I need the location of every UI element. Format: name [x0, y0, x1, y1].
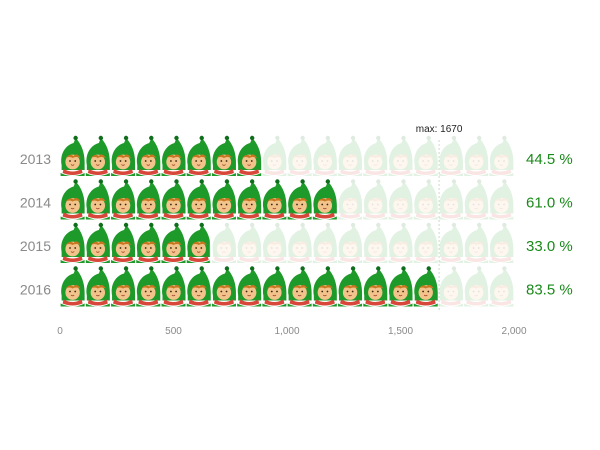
elf-head-icon	[488, 265, 514, 307]
elf-head-icon	[85, 178, 111, 220]
elf-head-icon	[337, 135, 363, 177]
year-label: 2014	[20, 195, 51, 211]
elf-head-icon	[135, 135, 161, 177]
elf-head-icon	[236, 222, 262, 264]
elf-head-icon	[60, 135, 86, 177]
x-tick-label: 0	[57, 326, 63, 337]
elf-head-icon	[211, 222, 237, 264]
max-marker-label: max: 1670	[416, 124, 463, 135]
x-axis: 0 500 1,000 1,500 2,000	[57, 326, 527, 337]
elf-head-icon	[388, 265, 413, 307]
elf-head-icon	[261, 178, 287, 220]
elf-head-icon	[413, 222, 439, 264]
x-tick-label: 1,000	[274, 326, 299, 337]
year-label: 2013	[20, 151, 51, 167]
elf-head-icon	[211, 135, 237, 177]
elf-head-icon	[236, 265, 262, 307]
elf-head-icon	[337, 222, 363, 264]
x-tick-label: 500	[165, 326, 182, 337]
chart-row-2014: 2014 61.0 %	[20, 178, 573, 220]
percent-label: 33.0 %	[526, 238, 573, 255]
elf-head-icon	[463, 265, 489, 307]
elf-head-icon	[135, 265, 161, 307]
elf-head-icon	[438, 178, 464, 220]
chart-row-2015: 2015 33.0 %	[20, 222, 573, 264]
elf-head-icon	[438, 222, 464, 264]
elf-head-icon	[211, 178, 237, 220]
max-marker: max: 1670	[416, 124, 463, 310]
elf-head-icon	[488, 135, 514, 177]
elf-head-icon	[211, 265, 237, 307]
elf-head-icon	[362, 135, 388, 177]
elf-head-icon	[161, 265, 186, 307]
elf-head-icon	[438, 135, 464, 177]
chart-row-2013: 2013 44.5 %	[20, 135, 573, 177]
percent-label: 83.5 %	[526, 282, 573, 299]
elf-head-icon	[186, 178, 212, 220]
chart-rows: 2013 44.5 % 2014 61.0 % 2015 33.0 % 2016 83.5 %	[20, 135, 573, 307]
x-tick-label: 1,500	[388, 326, 413, 337]
elf-head-icon	[488, 178, 514, 220]
elf-head-icon	[362, 222, 388, 264]
elf-head-icon	[85, 222, 111, 264]
elf-head-icon	[236, 135, 262, 177]
elf-head-icon	[110, 222, 136, 264]
elf-head-icon	[161, 178, 186, 220]
elf-head-icon	[261, 265, 287, 307]
elf-head-icon	[85, 135, 111, 177]
elf-head-icon	[261, 135, 287, 177]
elf-head-icon	[135, 222, 161, 264]
elf-head-icon	[60, 265, 86, 307]
elf-head-icon	[287, 265, 313, 307]
elf-head-icon	[186, 135, 212, 177]
elf-head-icon	[388, 178, 413, 220]
elf-head-icon	[261, 222, 287, 264]
elf-head-icon	[362, 178, 388, 220]
elf-head-icon	[110, 135, 136, 177]
elf-head-icon	[236, 178, 262, 220]
elf-head-icon	[186, 222, 210, 264]
elf-head-icon	[312, 178, 337, 220]
elf-head-icon	[161, 135, 186, 177]
year-label: 2015	[20, 238, 51, 254]
elf-head-icon	[60, 222, 86, 264]
elf-head-icon	[312, 222, 338, 264]
elf-head-icon	[287, 135, 313, 177]
elf-head-icon	[488, 222, 514, 264]
elf-head-icon	[287, 178, 313, 220]
elf-head-icon	[135, 178, 161, 220]
percent-label: 61.0 %	[526, 195, 573, 212]
elf-head-icon	[388, 222, 413, 264]
elf-head-icon	[60, 178, 86, 220]
elf-head-icon	[463, 222, 489, 264]
elf-head-icon	[413, 265, 439, 307]
elf-head-icon	[287, 222, 313, 264]
elf-head-icon	[110, 265, 136, 307]
elf-head-icon	[337, 265, 363, 307]
elf-head-icon	[438, 265, 464, 307]
elf-head-icon	[413, 178, 439, 220]
elf-head-icon	[85, 265, 111, 307]
elf-head-icon	[312, 135, 338, 177]
elf-head-icon	[161, 222, 186, 264]
x-tick-label: 2,000	[501, 326, 526, 337]
elf-head-icon	[362, 265, 388, 307]
elf-head-icon	[186, 265, 212, 307]
elf-head-icon	[463, 178, 489, 220]
percent-label: 44.5 %	[526, 151, 573, 168]
elf-head-icon	[463, 135, 489, 177]
elf-head-icon	[110, 178, 136, 220]
elf-head-icon	[388, 135, 413, 177]
year-label: 2016	[20, 282, 51, 298]
elf-head-icon	[337, 178, 363, 220]
elf-head-icon	[312, 265, 338, 307]
elf-head-icon	[413, 135, 439, 177]
chart-row-2016: 2016 83.5 %	[20, 265, 573, 307]
